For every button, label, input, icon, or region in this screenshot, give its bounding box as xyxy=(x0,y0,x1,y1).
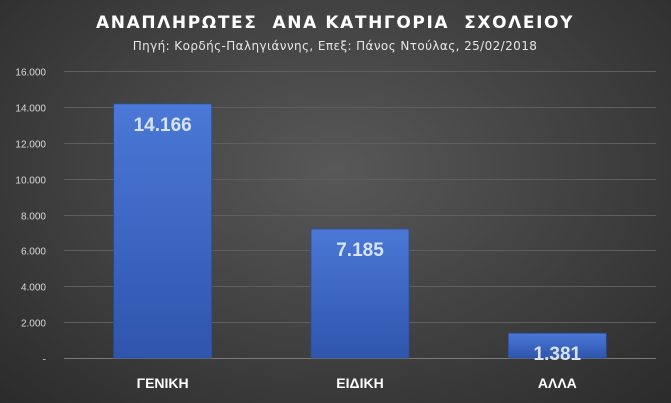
bar-value-label: 7.185 xyxy=(336,240,384,261)
y-tick-label: 2.000 xyxy=(21,319,46,330)
x-axis-ticks: ΓΕΝΙΚΗ ΕΙΔΙΚΗ ΑΛΛΑ xyxy=(137,375,577,391)
bar-value-label: 14.166 xyxy=(134,115,192,136)
y-tick-label: 10.000 xyxy=(15,176,46,187)
y-tick-label: 4.000 xyxy=(21,283,46,294)
y-tick-label: 12.000 xyxy=(15,140,46,151)
bar xyxy=(113,103,213,359)
bars xyxy=(113,103,607,359)
y-tick-label: 8.000 xyxy=(21,212,46,223)
bar xyxy=(310,228,410,359)
bar xyxy=(507,332,607,359)
y-tick-label: - xyxy=(43,355,46,366)
x-tick-label: ΑΛΛΑ xyxy=(538,375,577,391)
bar-value-label: 1.381 xyxy=(534,344,582,365)
x-tick-label: ΓΕΝΙΚΗ xyxy=(137,375,189,391)
y-tick-label: 6.000 xyxy=(21,247,46,258)
y-axis-ticks: - 2.000 4.000 6.000 8.000 10.000 12.000 14.000 1… xyxy=(15,68,46,366)
chart-subtitle: Πηγή: Κορδής-Παληγιάννης, Επεξ: Πάνος Ντ… xyxy=(133,39,538,53)
y-tick-label: 16.000 xyxy=(15,68,46,79)
chart-title: ΑΝΑΠΛΗΡΩΤΕΣ ΑΝΑ ΚΑΤΗΓΟΡΙΑ ΣΧΟΛΕΙΟΥ xyxy=(96,13,574,33)
value-labels: 14.166 7.185 1.381 xyxy=(134,115,582,365)
x-tick-label: ΕΙΔΙΚΗ xyxy=(336,375,383,391)
y-tick-label: 14.000 xyxy=(15,104,46,115)
